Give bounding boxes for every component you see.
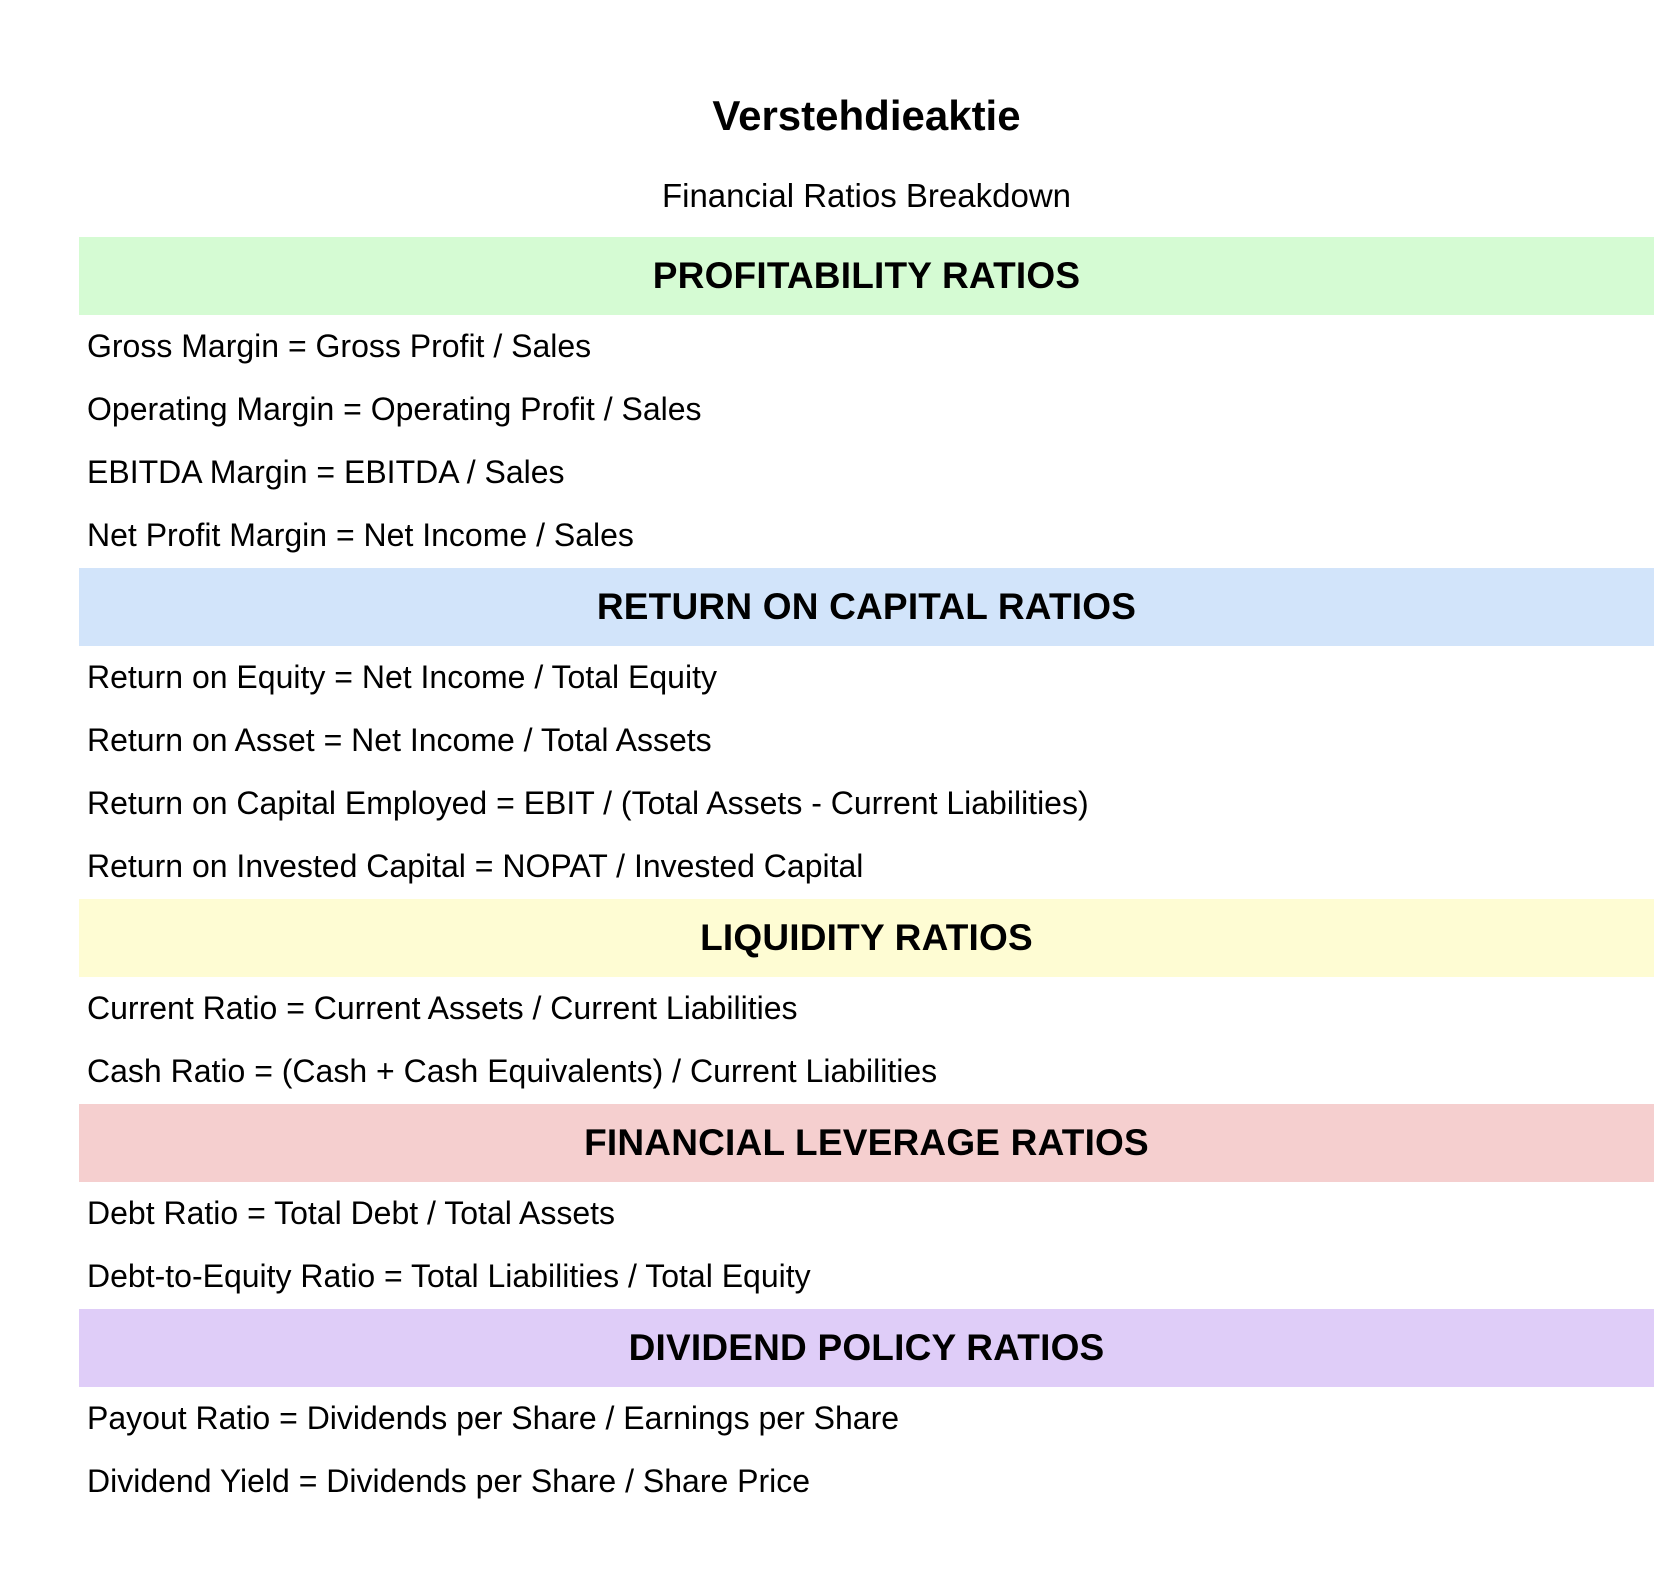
ratio-row: Gross Margin = Gross Profit / Sales (87, 328, 592, 364)
document-subtitle: Financial Ratios Breakdown (661, 177, 1072, 214)
section-heading: LIQUIDITY RATIOS (79, 899, 1654, 977)
section-heading: FINANCIAL LEVERAGE RATIOS (79, 1104, 1654, 1182)
ratio-row: Payout Ratio = Dividends per Share / Ear… (87, 1400, 900, 1436)
ratio-row: Debt Ratio = Total Debt / Total Assets (87, 1195, 615, 1231)
section-return-on-capital: RETURN ON CAPITAL RATIOS Return on Equit… (79, 568, 1654, 899)
ratio-row: Return on Asset = Net Income / Total Ass… (87, 722, 712, 758)
ratio-row: Cash Ratio = (Cash + Cash Equivalents) /… (87, 1053, 938, 1089)
section-financial-leverage: FINANCIAL LEVERAGE RATIOS Debt Ratio = T… (79, 1104, 1654, 1309)
section-profitability: PROFITABILITY RATIOS Gross Margin = Gros… (79, 237, 1654, 568)
ratio-row: Return on Capital Employed = EBIT / (Tot… (87, 785, 1089, 821)
ratio-row: Current Ratio = Current Assets / Current… (87, 990, 798, 1026)
document-title: Verstehdieaktie (712, 92, 1021, 139)
section-heading: PROFITABILITY RATIOS (79, 237, 1654, 315)
ratio-row: Net Profit Margin = Net Income / Sales (87, 517, 634, 553)
ratio-row: Return on Equity = Net Income / Total Eq… (87, 659, 717, 695)
section-heading: RETURN ON CAPITAL RATIOS (79, 568, 1654, 646)
section-dividend-policy: DIVIDEND POLICY RATIOS Payout Ratio = Di… (79, 1309, 1654, 1514)
ratio-row: Operating Margin = Operating Profit / Sa… (87, 391, 702, 427)
ratio-row: EBITDA Margin = EBITDA / Sales (87, 454, 565, 490)
ratio-sections: PROFITABILITY RATIOS Gross Margin = Gros… (79, 237, 1654, 1514)
section-heading: DIVIDEND POLICY RATIOS (79, 1309, 1654, 1387)
ratio-row: Return on Invested Capital = NOPAT / Inv… (87, 848, 864, 884)
ratio-row: Dividend Yield = Dividends per Share / S… (87, 1463, 811, 1499)
section-liquidity: LIQUIDITY RATIOS Current Ratio = Current… (79, 899, 1654, 1104)
ratio-row: Debt-to-Equity Ratio = Total Liabilities… (87, 1258, 811, 1294)
